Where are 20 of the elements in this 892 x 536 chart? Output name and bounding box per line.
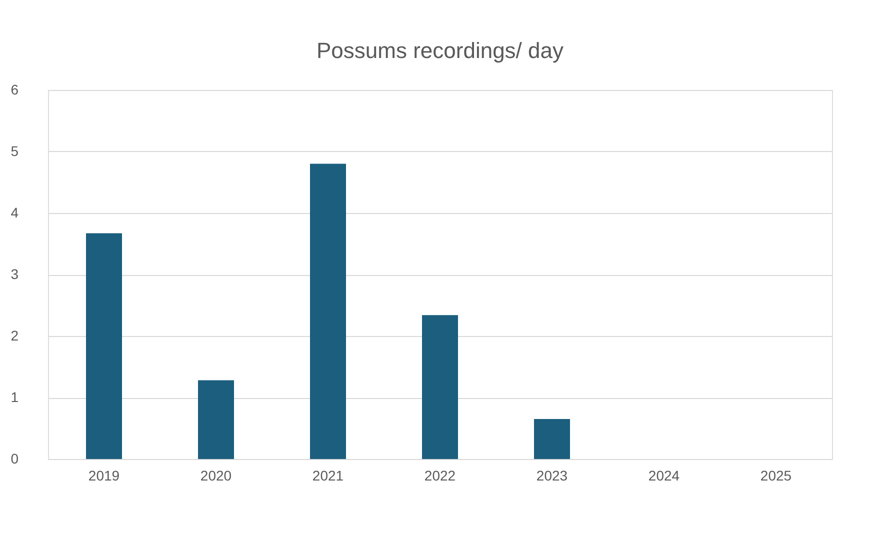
bar	[310, 164, 346, 459]
x-tick-label: 2021	[312, 468, 344, 484]
y-tick-label: 4	[10, 204, 19, 220]
bar	[534, 419, 570, 459]
bar	[198, 380, 234, 459]
x-tick-label: 2020	[200, 468, 232, 484]
chart-title: Possums recordings/ day	[316, 38, 564, 63]
y-tick-label: 3	[10, 266, 19, 282]
y-tick-label: 6	[10, 82, 19, 98]
x-tick-label: 2023	[536, 468, 568, 484]
y-tick-label: 2	[10, 328, 19, 344]
x-tick-label: 2019	[88, 468, 120, 484]
y-tick-label: 5	[10, 143, 19, 159]
bar	[422, 315, 458, 459]
bar	[86, 233, 122, 459]
y-tick-label: 0	[10, 450, 19, 466]
x-tick-label: 2022	[424, 468, 456, 484]
x-tick-label: 2024	[648, 468, 680, 484]
y-tick-label: 1	[10, 389, 19, 405]
x-tick-label: 2025	[760, 468, 792, 484]
